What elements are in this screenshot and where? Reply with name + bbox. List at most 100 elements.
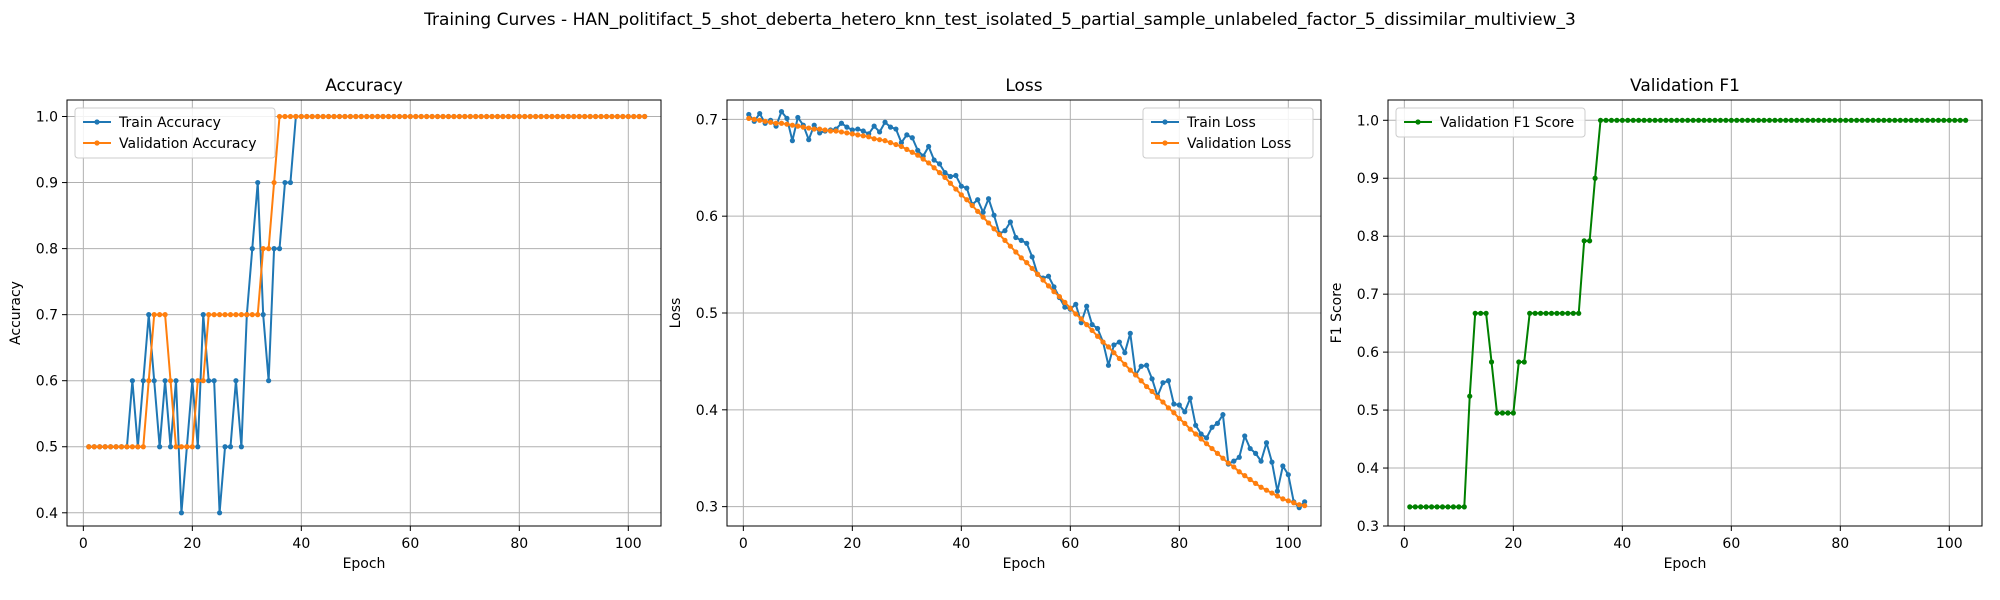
chart2-series-0-point — [1532, 310, 1538, 316]
chart1-series-1-point — [822, 127, 828, 133]
chart1-series-1-point — [953, 186, 959, 192]
chart1-series-1-point — [838, 129, 845, 135]
chart1-series-0-point — [1149, 376, 1155, 382]
chart0-series-1-point — [473, 113, 479, 120]
chart0-series-1-point — [216, 312, 223, 318]
chart0-series-1-point — [271, 179, 277, 186]
chart1-series-1-point — [1045, 283, 1052, 289]
chart2-series-0-point — [1892, 117, 1898, 123]
chart1-series-0-point — [1193, 422, 1199, 428]
chart2-series-0-point — [1657, 117, 1664, 123]
chart1-series-1-point — [1171, 410, 1177, 416]
chart1-series-0-point — [1171, 401, 1177, 407]
chart1-series-1-point — [876, 137, 883, 143]
chart2-series-0-point — [1565, 310, 1571, 316]
chart2-legend-marker — [1415, 119, 1421, 125]
chart0-series-1-point — [167, 378, 174, 384]
chart2-ylabel: F1 Score — [1329, 283, 1345, 344]
chart0-series-1-point — [402, 113, 408, 120]
chart1-series-1-point — [860, 133, 866, 139]
chart1-series-0-point — [1029, 254, 1035, 260]
chart1-series-1-point — [1220, 455, 1226, 461]
chart0-series-0-point — [195, 444, 201, 450]
chart2-series-0-point — [1750, 117, 1756, 123]
chart0-series-1-point — [385, 113, 392, 120]
chart1-series-0-point — [1214, 420, 1221, 426]
chart2-series-0-point — [1499, 410, 1506, 416]
chart0-legend-label: Validation Accuracy — [119, 136, 257, 152]
chart1-series-1-point — [1182, 420, 1188, 426]
chart1-series-1-point — [778, 120, 785, 126]
chart1-series-1-point — [795, 123, 801, 129]
chart2-series-0-point — [1450, 504, 1456, 510]
chart2-series-0-point — [1734, 117, 1740, 123]
chart1-series-1-point — [1263, 487, 1270, 493]
chart1-series-0-point — [1122, 350, 1128, 356]
chart0-series-1-point — [391, 113, 397, 120]
chart1-series-0-point — [1187, 395, 1193, 401]
chart1-panel: 0 20 40 60 80 100 0.3 0.4 0.5 0.6 0.7 Loss Epoch Loss… — [668, 76, 1322, 572]
chart0-series-0-point — [271, 246, 277, 252]
chart0-series-1-point — [266, 246, 272, 252]
chart1-series-1-point — [1062, 299, 1068, 305]
chart1-series-1-point — [1084, 322, 1090, 328]
chart2-series-0-point — [1761, 117, 1767, 123]
chart2-series-0-point — [1663, 117, 1669, 123]
chart2-series-0-point — [1717, 117, 1724, 123]
chart1-series-1-point — [1296, 502, 1302, 508]
chart2-series-0-point — [1581, 238, 1587, 244]
chart0-series-1-point — [135, 444, 141, 450]
chart1-series-0-point — [1236, 454, 1242, 460]
chart0-series-0-point — [238, 444, 244, 450]
chart0-ylabel: Accuracy — [8, 281, 24, 345]
chart1-series-0-point — [1269, 459, 1275, 465]
chart1-series-1-point — [936, 170, 943, 176]
chart1-series-1-point — [1078, 316, 1084, 322]
chart0-ytick-label: 0.4 — [36, 506, 58, 522]
chart2-series-0-point — [1570, 310, 1576, 316]
chart1-series-0-point — [1051, 284, 1057, 290]
chart0-legend: Train Accuracy Validation Accuracy — [74, 107, 276, 159]
chart2-series-0-point — [1467, 393, 1473, 399]
chart2-series-0-point — [1646, 117, 1653, 123]
chart1-series-0-point — [926, 143, 932, 150]
chart0-series-0-point — [157, 444, 163, 450]
chart2-series-0-point — [1859, 117, 1865, 123]
chart0-series-1-point — [304, 113, 310, 120]
chart2-ytick-label: 0.7 — [1357, 287, 1379, 303]
chart0-legend-marker — [94, 119, 100, 125]
chart1-series-0-point — [1280, 463, 1286, 469]
chart1-series-0-point — [1089, 322, 1095, 328]
chart1-series-1-point — [1127, 367, 1133, 373]
chart1-xtick-label: 20 — [843, 536, 861, 552]
chart1-series-0-point — [1220, 412, 1226, 418]
chart0-series-1-point — [189, 444, 195, 450]
chart1-series-0-point — [1007, 219, 1013, 225]
chart0-series-0-point — [216, 510, 223, 516]
chart0-series-0-point — [173, 378, 179, 384]
chart1-series-0-point — [942, 170, 948, 176]
chart0-series-1-point — [424, 113, 430, 120]
chart2-series-0-point — [1777, 117, 1783, 123]
chart1-series-1-point — [942, 174, 948, 181]
chart1-series-0-point — [1144, 362, 1150, 368]
chart0-series-1-point — [516, 113, 522, 120]
chart1-ytick-label: 0.4 — [696, 403, 718, 419]
chart2-series-0-point — [1429, 504, 1435, 510]
chart0-series-1-point — [244, 312, 250, 318]
chart1-xlabel: Epoch — [1003, 556, 1046, 572]
chart1-series-1-point — [887, 140, 894, 146]
chart1-series-1-point — [1285, 498, 1291, 504]
chart1-series-1-point — [991, 226, 997, 232]
chart2-ytick-label: 0.4 — [1357, 461, 1379, 477]
chart2-series-0-point — [1864, 117, 1871, 123]
chart1-series-1-point — [1018, 255, 1024, 261]
chart2-series-0-point — [1478, 310, 1484, 316]
chart2-series-0-point — [1723, 117, 1729, 123]
chart0-series-0-point — [211, 378, 217, 384]
chart1-series-0-point — [876, 129, 883, 135]
chart1-series-1-point — [1133, 372, 1139, 378]
chart0-ytick-label: 1.0 — [36, 110, 58, 126]
chart0-series-1-point — [625, 113, 631, 120]
chart2-series-0-point — [1418, 504, 1424, 510]
